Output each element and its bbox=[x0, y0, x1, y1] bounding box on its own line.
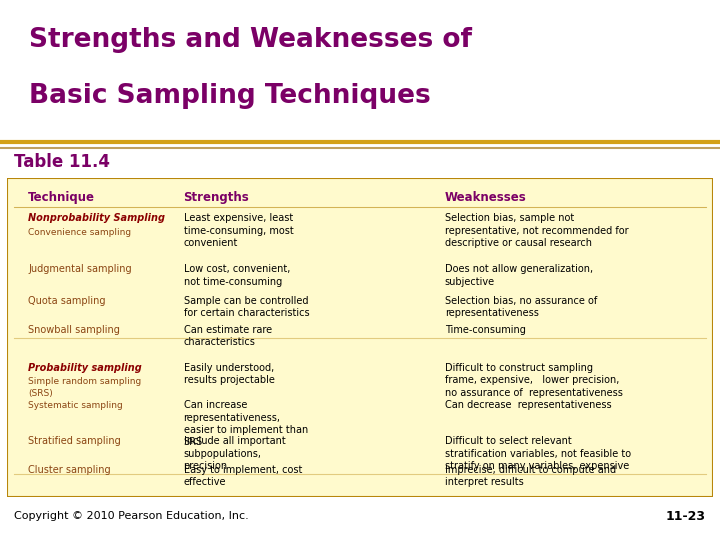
Text: Can estimate rare
characteristics: Can estimate rare characteristics bbox=[184, 325, 271, 347]
Text: Nonprobability Sampling: Nonprobability Sampling bbox=[28, 213, 166, 223]
Text: 11-23: 11-23 bbox=[665, 510, 706, 523]
Text: Snowball sampling: Snowball sampling bbox=[28, 325, 120, 335]
Text: Convenience sampling: Convenience sampling bbox=[28, 227, 132, 237]
Text: Selection bias, sample not
representative, not recommended for
descriptive or ca: Selection bias, sample not representativ… bbox=[445, 213, 629, 248]
FancyBboxPatch shape bbox=[7, 178, 713, 497]
Text: Easily understood,
results projectable

Can increase
representativeness,
easier : Easily understood, results projectable C… bbox=[184, 363, 308, 447]
Text: Include all important
subpopulations,
precision: Include all important subpopulations, pr… bbox=[184, 436, 285, 471]
Text: Copyright © 2010 Pearson Education, Inc.: Copyright © 2010 Pearson Education, Inc. bbox=[14, 511, 249, 521]
Text: Weaknesses: Weaknesses bbox=[445, 191, 526, 204]
Text: Cluster sampling: Cluster sampling bbox=[28, 465, 111, 475]
Text: Sample can be controlled
for certain characteristics: Sample can be controlled for certain cha… bbox=[184, 296, 309, 319]
Text: Least expensive, least
time-consuming, most
convenient: Least expensive, least time-consuming, m… bbox=[184, 213, 293, 248]
Text: Strengths and Weaknesses of: Strengths and Weaknesses of bbox=[29, 27, 472, 53]
Text: Technique: Technique bbox=[28, 191, 95, 204]
Text: Basic Sampling Techniques: Basic Sampling Techniques bbox=[29, 83, 431, 109]
Text: Strengths: Strengths bbox=[184, 191, 249, 204]
Text: Simple random sampling
(SRS)
Systematic sampling: Simple random sampling (SRS) Systematic … bbox=[28, 377, 142, 410]
Text: Imprecise, difficult to compute and
interpret results: Imprecise, difficult to compute and inte… bbox=[445, 465, 616, 487]
Text: Does not allow generalization,
subjective: Does not allow generalization, subjectiv… bbox=[445, 264, 593, 287]
Text: Table 11.4: Table 11.4 bbox=[14, 153, 110, 171]
Text: Stratified sampling: Stratified sampling bbox=[28, 436, 121, 446]
Text: Quota sampling: Quota sampling bbox=[28, 296, 106, 306]
Text: Easy to implement, cost
effective: Easy to implement, cost effective bbox=[184, 465, 302, 487]
Text: Judgmental sampling: Judgmental sampling bbox=[28, 264, 132, 274]
Text: Time-consuming: Time-consuming bbox=[445, 325, 526, 335]
Text: Selection bias, no assurance of
representativeness: Selection bias, no assurance of represen… bbox=[445, 296, 597, 319]
Text: Difficult to construct sampling
frame, expensive,   lower precision,
no assuranc: Difficult to construct sampling frame, e… bbox=[445, 363, 623, 410]
Text: Low cost, convenient,
not time-consuming: Low cost, convenient, not time-consuming bbox=[184, 264, 290, 287]
Text: Probability sampling: Probability sampling bbox=[28, 363, 142, 373]
Text: Difficult to select relevant
stratification variables, not feasible to
stratify : Difficult to select relevant stratificat… bbox=[445, 436, 631, 471]
